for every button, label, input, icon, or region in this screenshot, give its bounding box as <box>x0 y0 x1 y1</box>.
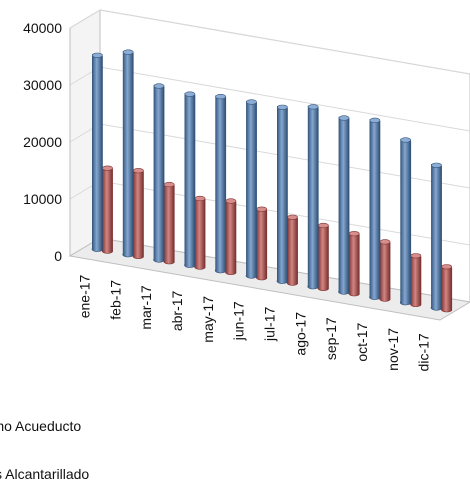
legend-label-alcantarillado: Vertimientos Alcantarillado <box>0 466 89 482</box>
x-tick-label: jul-17 <box>261 306 277 341</box>
x-tick-label: nov-17 <box>385 328 401 371</box>
bar-acueducto <box>338 115 350 295</box>
y-tick-label: 0 <box>54 248 62 264</box>
x-tick-label: feb-17 <box>107 280 123 320</box>
bar-acueducto <box>153 83 165 263</box>
y-tick-label: 40000 <box>23 20 62 36</box>
y-tick-label: 20000 <box>23 134 62 150</box>
bar-acueducto <box>91 52 103 252</box>
y-tick-label: 10000 <box>23 191 62 207</box>
bar-acueducto <box>122 49 134 258</box>
bar-alcantarillado <box>132 168 144 259</box>
bars-layer <box>91 49 453 313</box>
x-tick-label: jun-17 <box>231 301 247 341</box>
bar-acueducto <box>214 93 227 274</box>
y-tick-label: 30000 <box>23 77 62 93</box>
legend: Consumo Acueducto Vertimientos Alcantari… <box>0 418 89 482</box>
x-tick-label: dic-17 <box>416 333 432 371</box>
bar-alcantarillado <box>440 264 453 313</box>
gridline <box>69 9 470 75</box>
x-tick-label: may-17 <box>200 296 216 343</box>
x-tick-label: ene-17 <box>76 274 92 318</box>
bar-acueducto <box>399 137 412 306</box>
bar-alcantarillado <box>379 239 391 302</box>
bar-alcantarillado <box>101 165 113 254</box>
bar-alcantarillado <box>317 222 329 291</box>
x-tick-label: mar-17 <box>138 285 154 330</box>
bar-alcantarillado <box>286 214 298 286</box>
bar-acueducto <box>245 99 257 279</box>
x-tick-label: sep-17 <box>323 317 339 360</box>
bar-alcantarillado <box>194 195 206 270</box>
bar-acueducto <box>184 91 196 268</box>
bar-alcantarillado <box>255 206 268 281</box>
legend-label-acueducto: Consumo Acueducto <box>0 418 81 434</box>
x-tick-label: oct-17 <box>354 322 370 361</box>
x-tick-label: ago-17 <box>292 312 308 356</box>
bar-acueducto <box>276 104 288 284</box>
x-axis: ene-17 feb-17 mar-17 abr-17 may-17 jun-17 jul-… <box>76 274 431 371</box>
x-tick-label: abr-17 <box>169 290 185 331</box>
bar-alcantarillado <box>410 253 422 307</box>
bar-acueducto <box>369 117 381 300</box>
bar-alcantarillado <box>225 198 237 275</box>
bar-acueducto <box>307 104 319 290</box>
bar-alcantarillado <box>163 182 175 265</box>
bar-alcantarillado <box>348 231 360 297</box>
bar-acueducto <box>430 162 442 311</box>
y-axis: 0 10000 20000 30000 40000 <box>23 20 71 264</box>
